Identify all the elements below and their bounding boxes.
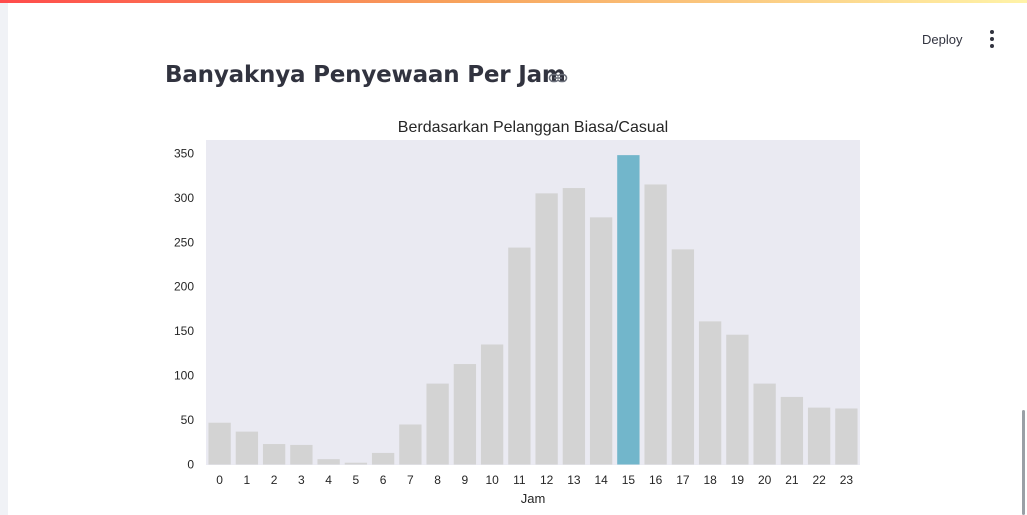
x-tick-label: 8: [434, 473, 441, 487]
bar-12: [535, 193, 558, 465]
bar-10: [480, 344, 504, 465]
x-tick-label: 4: [325, 473, 332, 487]
bar-3: [290, 444, 313, 465]
x-tick-label: 3: [298, 473, 305, 487]
chart-title: Berdasarkan Pelanggan Biasa/Casual: [398, 119, 668, 136]
deploy-button[interactable]: Deploy: [912, 28, 972, 52]
bar-14: [589, 217, 613, 465]
x-tick-label: 21: [785, 473, 799, 487]
bar-23: [835, 408, 858, 465]
x-tick-label: 7: [407, 473, 414, 487]
bar-20: [753, 383, 776, 465]
x-tick-label: 20: [758, 473, 772, 487]
page-title: Banyaknya Penyewaan Per Jam: [165, 62, 566, 88]
x-tick-label: 6: [380, 473, 387, 487]
bar-16: [644, 184, 667, 465]
bar-11: [508, 247, 531, 465]
x-tick-label: 5: [353, 473, 360, 487]
x-tick-label: 11: [513, 473, 526, 487]
bar-19: [726, 334, 749, 465]
bar-6: [371, 452, 395, 465]
x-tick-label: 10: [485, 473, 499, 487]
x-tick-label: 22: [812, 473, 826, 487]
scrollbar[interactable]: [1022, 410, 1025, 515]
y-tick-label: 50: [181, 413, 195, 427]
bar-4: [317, 459, 340, 465]
y-tick-label: 150: [174, 324, 194, 338]
bar-0: [208, 422, 231, 465]
top-decoration-bar: [0, 0, 1027, 3]
bar-21: [780, 396, 804, 465]
bar-13: [562, 188, 586, 465]
x-tick-label: 0: [216, 473, 223, 487]
bar-15: [617, 155, 640, 465]
y-tick-label: 250: [174, 235, 194, 249]
x-tick-label: 1: [244, 473, 251, 487]
link-icon[interactable]: [548, 70, 568, 86]
x-tick-label: 12: [540, 473, 554, 487]
x-tick-label: 18: [703, 473, 717, 487]
bar-1: [235, 431, 259, 465]
bar-17: [671, 249, 695, 465]
x-tick-label: 15: [622, 473, 636, 487]
x-tick-label: 16: [649, 473, 663, 487]
x-tick-label: 17: [676, 473, 690, 487]
bar-22: [807, 407, 831, 465]
bar-2: [262, 444, 286, 465]
bar-18: [698, 321, 722, 465]
x-tick-label: 2: [271, 473, 278, 487]
x-tick-label: 23: [840, 473, 854, 487]
plot-area: [206, 140, 860, 465]
bar-8: [426, 383, 449, 465]
x-tick-label: 19: [731, 473, 745, 487]
x-tick-label: 14: [594, 473, 608, 487]
sidebar-edge: [0, 3, 8, 515]
y-tick-label: 350: [174, 146, 194, 160]
x-axis-label: Jam: [521, 491, 546, 506]
y-tick-label: 300: [174, 191, 194, 205]
bar-9: [453, 364, 477, 465]
x-tick-label: 13: [567, 473, 581, 487]
x-tick-label: 9: [462, 473, 469, 487]
bar-7: [399, 424, 422, 465]
y-tick-label: 0: [187, 458, 194, 472]
more-vert-icon[interactable]: [982, 28, 1002, 50]
y-tick-label: 100: [174, 369, 194, 383]
bar-5: [344, 462, 368, 465]
y-tick-label: 200: [174, 280, 194, 294]
